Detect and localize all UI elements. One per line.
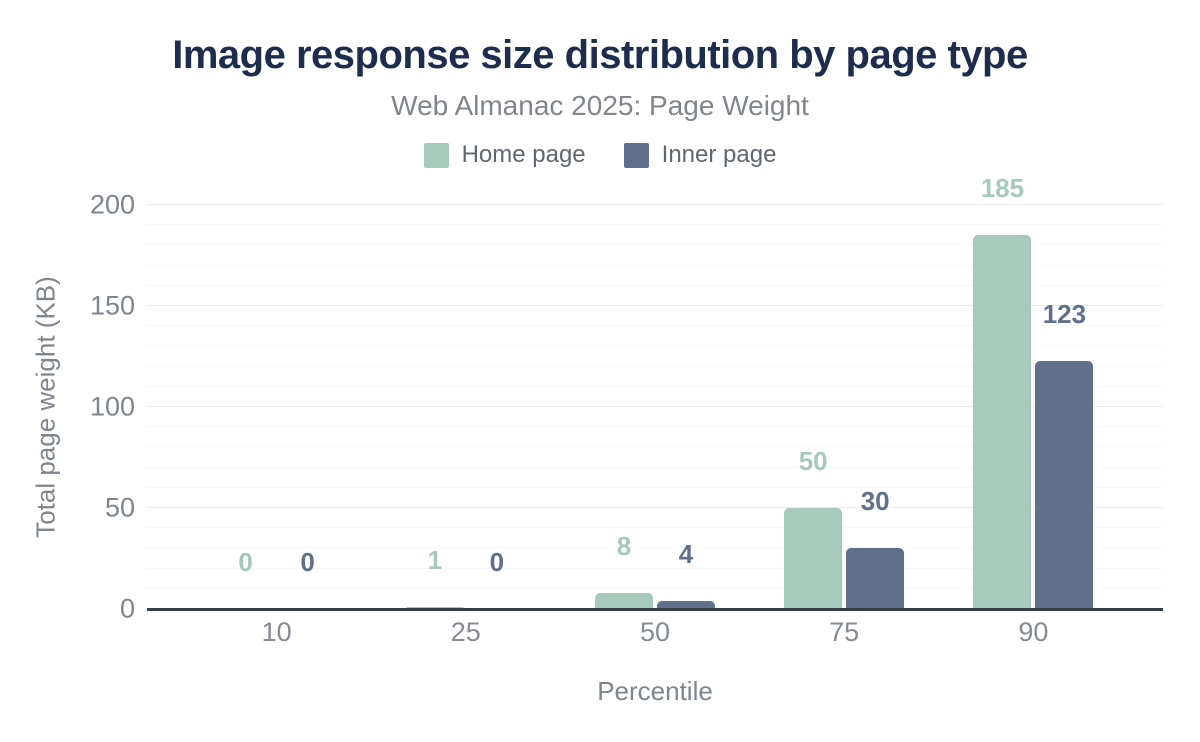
bar-inner-page-p50[interactable] (657, 601, 715, 609)
inner-page-swatch-icon (623, 142, 649, 168)
legend-item-home-page[interactable]: Home page (423, 141, 586, 169)
legend-item-inner-page[interactable]: Inner page (623, 141, 777, 169)
bar-value-label-inner-page-p75: 30 (860, 486, 890, 516)
bar-value-label-home-page-p75: 50 (798, 446, 828, 476)
bar-value-label-inner-page-p50: 4 (678, 539, 694, 569)
minor-gridline (147, 487, 1163, 488)
minor-gridline (147, 244, 1163, 245)
x-tick-label: 25 (450, 617, 481, 647)
minor-gridline (147, 366, 1163, 367)
bar-home-page-p90[interactable] (973, 235, 1032, 609)
minor-gridline (147, 527, 1163, 528)
bar-value-label-inner-page-p90: 123 (1042, 299, 1087, 329)
minor-gridline (147, 265, 1163, 266)
y-tick-label: 0 (119, 593, 135, 624)
bar-inner-page-p90[interactable] (1035, 361, 1094, 609)
x-tick-label: 90 (1018, 617, 1049, 647)
y-tick-label: 150 (89, 290, 135, 321)
bar-value-label-inner-page-p25: 0 (489, 547, 505, 577)
bar-home-page-p50[interactable] (595, 593, 653, 609)
bar-value-label-home-page-p25: 1 (427, 545, 443, 575)
minor-gridline (147, 588, 1163, 589)
minor-gridline (147, 446, 1163, 447)
minor-gridline (147, 325, 1163, 326)
bar-inner-page-p75[interactable] (846, 548, 905, 609)
y-tick-label: 200 (89, 189, 135, 220)
legend-label: Home page (461, 141, 586, 168)
minor-gridline (147, 345, 1163, 346)
major-gridline (147, 507, 1163, 508)
major-gridline (147, 406, 1163, 407)
y-tick-label: 100 (89, 391, 135, 422)
plot-area: 0 0 1 0 8 4 50 30 185 123 (147, 175, 1163, 609)
legend-label: Inner page (661, 141, 777, 168)
chart-title: Image response size distribution by page… (172, 33, 1028, 77)
y-axis-ticks: 0 50 100 150 200 (0, 190, 135, 624)
bar-value-label-inner-page-p10: 0 (300, 547, 315, 577)
bar-value-label-home-page-p90: 185 (980, 173, 1025, 203)
x-tick-label: 75 (829, 617, 860, 647)
x-tick-label: 10 (261, 617, 292, 647)
y-tick-label: 50 (104, 492, 135, 523)
major-gridline (147, 305, 1163, 306)
legend: Home page Inner page (0, 141, 1200, 169)
x-axis-line (147, 608, 1163, 611)
x-tick-label: 50 (639, 617, 671, 647)
bar-value-label-home-page-p50: 8 (616, 531, 632, 561)
bar-value-label-home-page-p10: 0 (238, 547, 253, 577)
minor-gridline (147, 467, 1163, 468)
home-page-swatch-icon (423, 142, 449, 168)
minor-gridline (147, 568, 1163, 569)
x-axis-title: Percentile (597, 676, 713, 706)
chart-subtitle: Web Almanac 2025: Page Weight (391, 90, 809, 121)
minor-gridline (147, 547, 1163, 548)
minor-gridline (147, 386, 1163, 387)
major-gridline (147, 204, 1163, 205)
minor-gridline (147, 285, 1163, 286)
bar-home-page-p75[interactable] (784, 508, 843, 609)
minor-gridline (147, 426, 1163, 427)
minor-gridline (147, 224, 1163, 225)
